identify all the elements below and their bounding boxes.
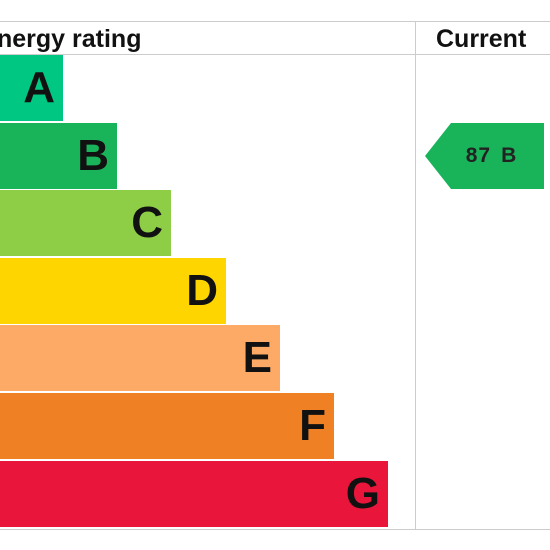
band-letter: A (23, 63, 55, 112)
band-letter: C (131, 198, 163, 247)
column-divider (415, 21, 416, 530)
band-f: F (0, 393, 334, 459)
header-divider (0, 54, 550, 55)
band-b: B (0, 123, 117, 189)
current-rating-value: 87 (465, 144, 492, 167)
band-e: E (0, 325, 280, 391)
band-g: G (0, 461, 388, 527)
band-letter: F (299, 401, 326, 450)
band-letter: G (345, 469, 380, 518)
current-rating-band: B (501, 144, 518, 167)
current-rating-arrow-shape (425, 123, 544, 189)
bottom-border (0, 529, 550, 530)
band-letter: D (186, 266, 218, 315)
band-d: D (0, 258, 226, 324)
band-a: A (0, 55, 63, 121)
band-letter: B (77, 131, 109, 180)
current-column-header: Current (436, 25, 527, 53)
top-border (0, 21, 550, 22)
band-letter: E (242, 333, 272, 382)
current-rating-label: 87 B (425, 123, 544, 189)
energy-rating-header: nergy rating (0, 25, 142, 53)
current-rating-arrow (425, 123, 544, 189)
band-c: C (0, 190, 171, 256)
